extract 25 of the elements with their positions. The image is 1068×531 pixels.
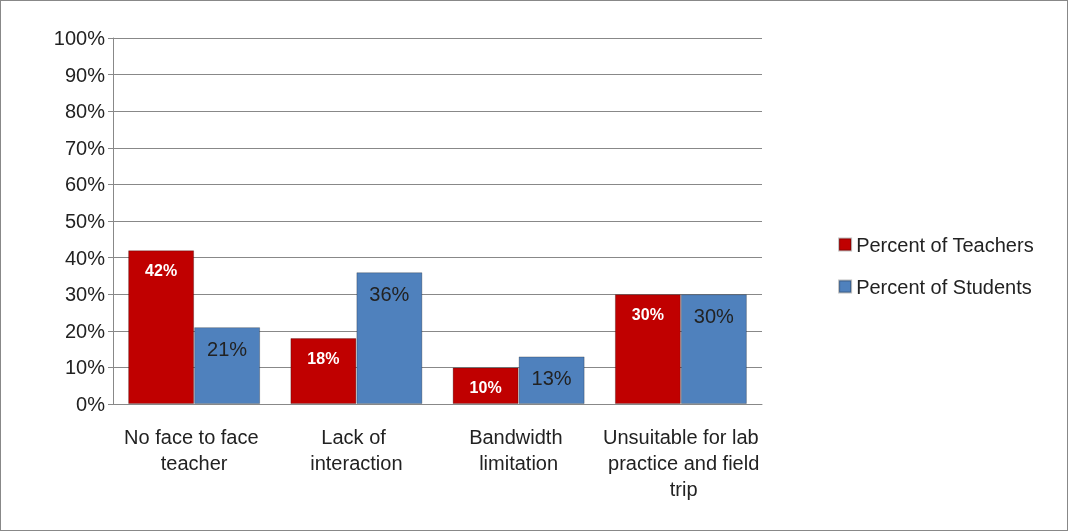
y-tick-label: 20%: [64, 319, 106, 342]
y-tick-label: 70%: [64, 136, 106, 159]
data-label: 18%: [307, 349, 340, 367]
y-tick-label: 40%: [64, 246, 106, 269]
data-label: 36%: [369, 283, 410, 306]
data-label: 42%: [145, 261, 178, 279]
y-tick-label: 0%: [76, 393, 106, 415]
y-tick-label: 30%: [64, 283, 106, 306]
x-tick-label: No face to face teacher: [124, 426, 265, 474]
y-tick-label: 60%: [64, 173, 106, 196]
data-label: 13%: [531, 367, 572, 390]
data-label: 30%: [693, 305, 735, 328]
data-label: 10%: [469, 378, 502, 396]
x-tick-label: Lack of interaction: [310, 426, 403, 474]
y-tick-label: 90%: [64, 63, 106, 86]
legend-label: Percent of Students: [856, 275, 1032, 298]
data-label: 21%: [207, 338, 248, 361]
y-tick-label: 10%: [64, 356, 106, 379]
data-label: 30%: [631, 305, 664, 323]
x-tick-label: Bandwidth limitation: [469, 426, 569, 474]
y-tick-label: 80%: [64, 100, 106, 123]
y-tick-label: 50%: [64, 210, 106, 232]
y-tick-label: 100%: [53, 27, 106, 49]
legend-label: Percent of Teachers: [856, 233, 1034, 256]
x-tick-label: Unsuitable for lab practice and field trip: [602, 426, 760, 500]
